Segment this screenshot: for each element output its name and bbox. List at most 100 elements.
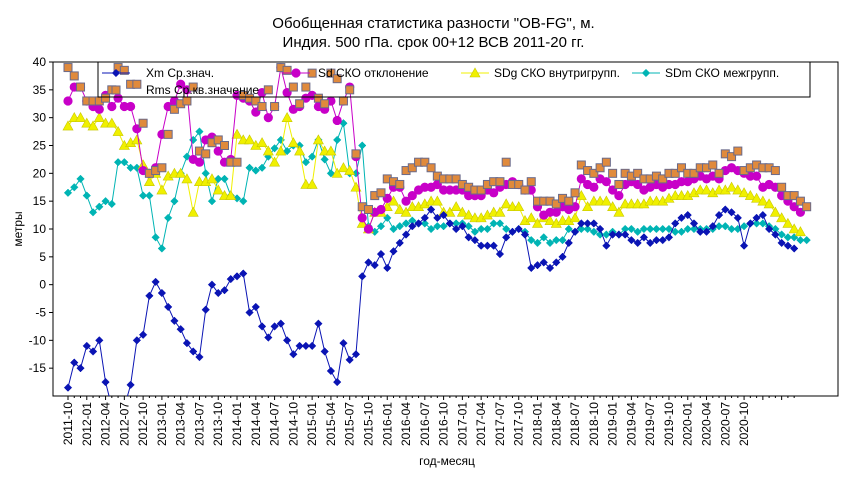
point-xm — [439, 210, 448, 220]
point-xm — [777, 238, 786, 248]
point-xm — [401, 230, 411, 239]
x-tick-label: 2017-01 — [455, 402, 469, 446]
x-tick-label: 2020-04 — [700, 402, 714, 446]
point-rms — [188, 82, 198, 92]
point-xm — [752, 213, 761, 223]
point-xm — [702, 227, 711, 236]
point-sdm — [489, 219, 498, 228]
point-xm — [276, 319, 285, 328]
point-sdm — [777, 230, 786, 239]
point-sdm — [646, 224, 655, 234]
point-xm — [226, 274, 235, 284]
x-tick-label: 2016-01 — [380, 402, 394, 446]
point-sdm — [82, 191, 91, 200]
point-rms — [138, 118, 148, 128]
point-sdm — [664, 224, 674, 234]
x-tick-label: 2020-10 — [737, 402, 751, 446]
point-sdm — [145, 191, 154, 200]
point-xm — [314, 319, 323, 328]
point-sdg — [62, 120, 74, 131]
point-sdm — [502, 224, 511, 234]
point-xm — [764, 224, 774, 234]
point-sdm — [95, 202, 104, 211]
legend-label-sdg: SDg СКО внутригрупп. — [494, 66, 620, 80]
point-sdg — [131, 134, 143, 145]
point-rms — [332, 74, 342, 84]
point-xm — [539, 258, 548, 267]
y-tick-label: -10 — [29, 333, 47, 347]
point-xm — [164, 302, 173, 312]
point-rms — [514, 179, 524, 189]
point-sd — [332, 115, 342, 126]
point-xm — [420, 213, 429, 223]
legend-marker-xm — [111, 68, 121, 78]
point-xm — [145, 291, 154, 300]
point-xm — [483, 241, 492, 250]
point-xm — [182, 338, 192, 348]
point-sdg — [525, 212, 537, 223]
point-xm — [458, 222, 467, 231]
point-sdg — [244, 134, 256, 145]
point-xm — [696, 227, 705, 236]
point-sdg — [569, 212, 581, 223]
point-rms — [288, 82, 298, 92]
point-sdg — [726, 181, 738, 192]
x-tick-label: 2013-10 — [211, 402, 225, 446]
point-rms — [76, 82, 86, 92]
point-sdg — [500, 198, 512, 209]
point-sdm — [189, 135, 198, 145]
point-sdg — [788, 223, 800, 234]
point-xm — [270, 322, 279, 331]
point-sdm — [389, 224, 398, 234]
y-axis-label: метры — [11, 211, 25, 246]
point-xm — [201, 305, 210, 314]
point-xm — [426, 205, 436, 214]
chart-title-line1: Обобщенная статистика разности "OB-FG", … — [272, 15, 595, 32]
legend-box — [97, 61, 811, 98]
point-rms — [658, 174, 668, 184]
x-tick-label: 2018-10 — [587, 402, 601, 446]
point-sdm — [727, 224, 736, 234]
point-xm — [433, 213, 442, 223]
point-xm — [214, 288, 223, 298]
point-rms — [727, 152, 737, 162]
point-xm — [101, 377, 110, 387]
point-xm — [207, 280, 217, 289]
point-rms — [169, 104, 179, 114]
y-tick-label: 0 — [39, 278, 46, 292]
point-xm — [564, 238, 573, 248]
point-sd — [126, 101, 136, 112]
point-sdm — [552, 235, 561, 245]
point-rms — [201, 149, 211, 159]
x-tick-label: 2015-01 — [305, 402, 319, 446]
x-tick-label: 2012-01 — [80, 402, 94, 446]
point-xm — [671, 219, 680, 228]
x-tick-label: 2012-10 — [136, 402, 150, 446]
point-rms — [802, 202, 812, 212]
point-xm — [88, 347, 98, 356]
point-sdm — [802, 235, 811, 245]
legend-marker-sdg — [469, 67, 481, 78]
point-xm — [170, 316, 179, 326]
point-xm — [545, 263, 555, 273]
y-tick-label: 25 — [33, 139, 47, 153]
point-xm — [689, 219, 699, 228]
point-sdm — [282, 146, 292, 156]
point-sdm — [689, 224, 699, 234]
point-sdm — [195, 127, 204, 136]
point-rms — [495, 177, 505, 187]
point-xm — [395, 238, 404, 248]
point-sdg — [732, 184, 744, 195]
point-sdg — [701, 184, 713, 195]
point-sdm — [301, 158, 311, 167]
point-sdg — [600, 195, 612, 206]
y-tick-label: 5 — [39, 250, 46, 264]
point-sd — [194, 157, 205, 167]
point-xm — [489, 241, 498, 250]
point-rms — [157, 163, 167, 173]
x-tick-label: 2017-10 — [512, 402, 526, 446]
point-xm — [508, 227, 517, 236]
x-tick-label: 2018-01 — [531, 402, 545, 446]
point-xm — [157, 288, 167, 298]
